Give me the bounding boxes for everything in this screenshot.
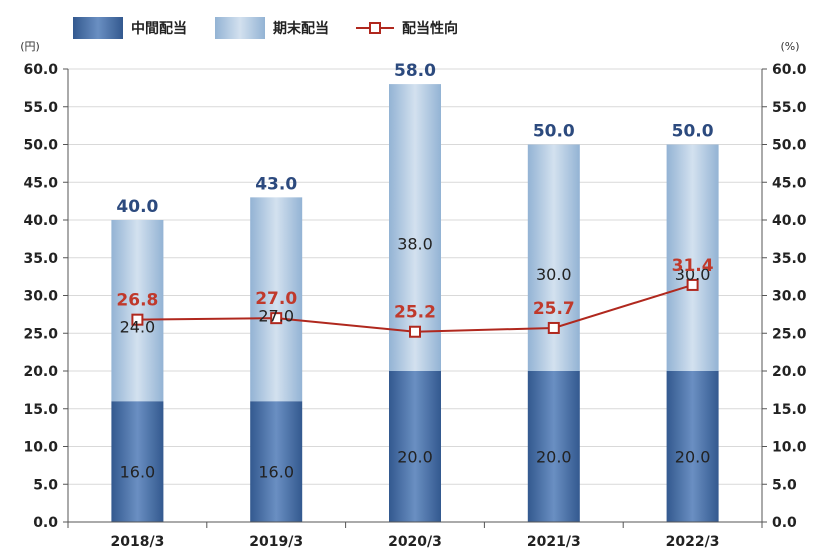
bar-interim-2021/3	[527, 371, 580, 522]
bar-yearend-2022/3	[666, 144, 719, 371]
legend-swatch-yearend	[215, 17, 265, 39]
label-payout: 26.8	[116, 291, 158, 311]
y-right-tick-label: 50.0	[772, 138, 807, 154]
label-total: 58.0	[394, 61, 436, 81]
payout-ratio-marker	[131, 313, 144, 326]
payout-ratio-marker	[270, 312, 283, 325]
legend-label-payout: 配当性向	[402, 20, 458, 37]
label-total: 40.0	[116, 197, 158, 217]
label-total: 43.0	[255, 174, 297, 194]
label-yearend: 24.0	[120, 318, 156, 337]
y-right-tick-label: 0.0	[772, 515, 797, 531]
label-yearend: 38.0	[397, 235, 433, 254]
y-left-tick-label: 40.0	[23, 213, 58, 229]
x-tick-label: 2022/3	[666, 534, 720, 550]
label-yearend: 30.0	[536, 265, 572, 284]
bar-interim-2019/3	[250, 401, 303, 522]
data-labels: 16.0 24.0 40.0 16.0 27.0 43.0 20.0 38.0 58.0 20.0…	[116, 61, 713, 482]
payout-ratio-marker	[686, 278, 699, 291]
y-left-tick-label: 60.0	[23, 62, 58, 78]
x-tick-label: 2020/3	[388, 534, 442, 550]
label-payout: 25.7	[533, 299, 575, 319]
y-right-tick-label: 15.0	[772, 402, 807, 418]
y-right-tick-label: 10.0	[772, 440, 807, 456]
axes: 0.0 5.0 10.0 15.0 20.0 25.0 30.0 35.0 40.0 45.0 50…	[20, 40, 807, 550]
y-left-tick-label: 10.0	[23, 440, 58, 456]
label-yearend: 27.0	[258, 306, 294, 325]
legend: 中間配当 期末配当 配当性向	[73, 17, 458, 39]
y-left-unit: (円)	[20, 40, 40, 53]
x-tick-label: 2021/3	[527, 534, 581, 550]
label-interim: 16.0	[120, 463, 156, 482]
bar-yearend-2020/3	[389, 84, 441, 371]
y-right-unit: (%)	[780, 40, 799, 53]
legend-swatch-interim	[73, 17, 123, 39]
payout-line	[131, 278, 699, 338]
y-right-tick-label: 55.0	[772, 100, 807, 116]
legend-label-interim: 中間配当	[131, 20, 187, 37]
label-total: 50.0	[672, 122, 714, 142]
bar-yearend-2018/3	[111, 220, 164, 402]
label-interim: 16.0	[258, 463, 294, 482]
y-right-tick-label: 5.0	[772, 477, 797, 493]
bar-interim-2018/3	[111, 401, 164, 522]
x-tick-label: 2018/3	[110, 534, 164, 550]
label-interim: 20.0	[397, 448, 433, 467]
y-left-tick-label: 35.0	[23, 251, 58, 267]
y-left-tick-label: 45.0	[23, 175, 58, 191]
bar-yearend-2019/3	[250, 197, 303, 402]
payout-ratio-marker	[409, 325, 421, 338]
y-right-tick-label: 25.0	[772, 326, 807, 342]
label-yearend: 30.0	[675, 265, 711, 284]
y-left-tick-label: 50.0	[23, 138, 58, 154]
bar-interim-2022/3	[666, 371, 719, 522]
y-right-tick-label: 20.0	[772, 364, 807, 380]
y-left-tick-label: 55.0	[23, 100, 58, 116]
label-interim: 20.0	[536, 448, 572, 467]
y-right-tick-label: 40.0	[772, 213, 807, 229]
y-left-tick-label: 30.0	[23, 289, 58, 305]
y-right-tick-label: 35.0	[772, 251, 807, 267]
legend-marker-payout	[369, 22, 381, 34]
bar-interim-2020/3	[389, 371, 441, 522]
bars	[111, 84, 719, 522]
y-left-tick-label: 25.0	[23, 326, 58, 342]
payout-ratio-marker	[547, 321, 560, 334]
label-payout: 27.0	[255, 289, 297, 309]
y-left-tick-label: 0.0	[33, 515, 58, 531]
y-right-tick-label: 30.0	[772, 289, 807, 305]
label-total: 50.0	[533, 122, 575, 142]
y-left-tick-label: 20.0	[23, 364, 58, 380]
y-left-tick-label: 5.0	[33, 477, 58, 493]
label-payout: 25.2	[394, 303, 436, 323]
y-left-tick-label: 15.0	[23, 402, 58, 418]
label-interim: 20.0	[675, 448, 711, 467]
y-right-tick-label: 60.0	[772, 62, 807, 78]
label-payout: 31.4	[672, 256, 714, 276]
x-tick-label: 2019/3	[249, 534, 303, 550]
legend-label-yearend: 期末配当	[273, 20, 329, 37]
y-right-tick-label: 45.0	[772, 175, 807, 191]
bar-yearend-2021/3	[527, 144, 580, 371]
